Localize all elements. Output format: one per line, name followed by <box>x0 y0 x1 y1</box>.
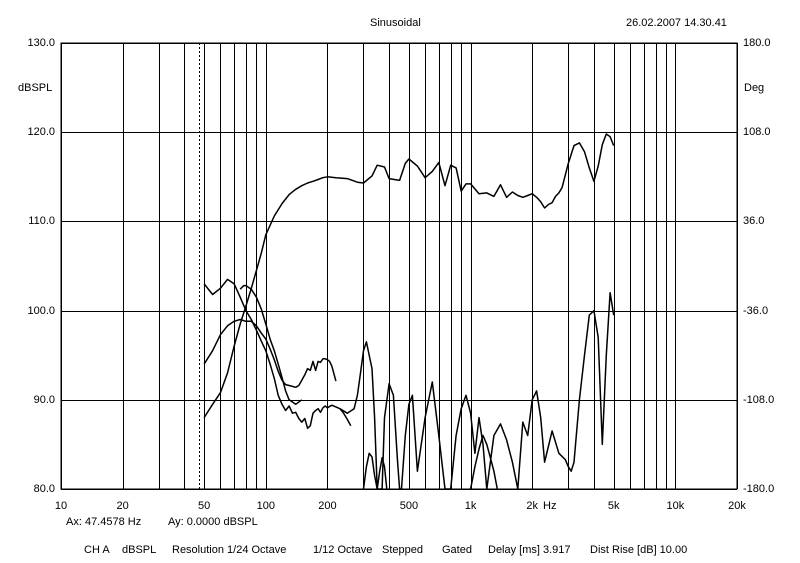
y2-tick-label: 180.0 <box>743 37 771 49</box>
x-axis-unit-label: Hz <box>543 500 557 512</box>
chart-title: Sinusoidal <box>370 17 421 29</box>
x-tick-label: 5k <box>607 500 620 512</box>
x-tick-label: 10k <box>666 500 685 512</box>
footer-delay: Delay [ms] 3.917 <box>488 544 571 556</box>
cursor-y-readout: Ay: 0.0000 dBSPL <box>168 516 258 528</box>
footer-dist-rise: Dist Rise [dB] 10.00 <box>590 544 688 556</box>
series-line-4 <box>239 284 303 406</box>
cursor-x-readout: Ax: 47.4578 Hz <box>66 516 142 528</box>
footer-channel: CH A <box>84 544 110 556</box>
x-tick-label: 100 <box>256 500 275 512</box>
series-line-2 <box>203 278 352 430</box>
y-tick-label: 110.0 <box>28 215 55 228</box>
x-tick-label: 1k <box>464 500 477 512</box>
y-tick-label: 130.0 <box>27 37 55 49</box>
x-tick-label: 200 <box>318 500 337 512</box>
y2-tick-label: 108.0 <box>743 126 771 139</box>
timestamp: 26.02.2007 14.30.41 <box>626 17 727 29</box>
y2-tick-label: 36.0 <box>743 215 765 228</box>
series-line-7 <box>469 434 499 490</box>
x-tick-label: 2k <box>526 500 539 512</box>
footer-resolution: Resolution 1/24 Octave <box>172 544 287 556</box>
series-line-6 <box>362 452 388 490</box>
footer-smoothing: 1/12 Octave <box>313 544 373 556</box>
footer-gating: Gated <box>442 544 472 556</box>
footer-mode: Stepped <box>382 544 423 556</box>
y2-tick-label: -36.0 <box>743 304 769 317</box>
y-tick-label: 100.0 <box>27 304 55 317</box>
x-tick-label: 10 <box>54 500 68 512</box>
y-tick-label: 120.0 <box>27 126 55 139</box>
x-tick-label: 50 <box>198 500 211 512</box>
series-line-1 <box>203 133 615 419</box>
x-tick-label: 500 <box>399 500 419 512</box>
y2-axis-label: Deg <box>744 82 765 94</box>
footer-unit: dBSPL <box>122 544 157 556</box>
y-axis-label: dBSPL <box>18 82 53 94</box>
y-tick-label: 80.0 <box>33 483 55 495</box>
y2-tick-label: -108.0 <box>743 393 775 406</box>
y-tick-label: 90.0 <box>33 393 55 406</box>
y2-tick-label: -180.0 <box>743 483 775 495</box>
x-tick-label: 20k <box>728 500 746 512</box>
plot-frame <box>60 42 738 490</box>
x-tick-label: 20 <box>116 500 129 512</box>
grid <box>61 43 738 490</box>
series-line-3 <box>203 318 337 389</box>
